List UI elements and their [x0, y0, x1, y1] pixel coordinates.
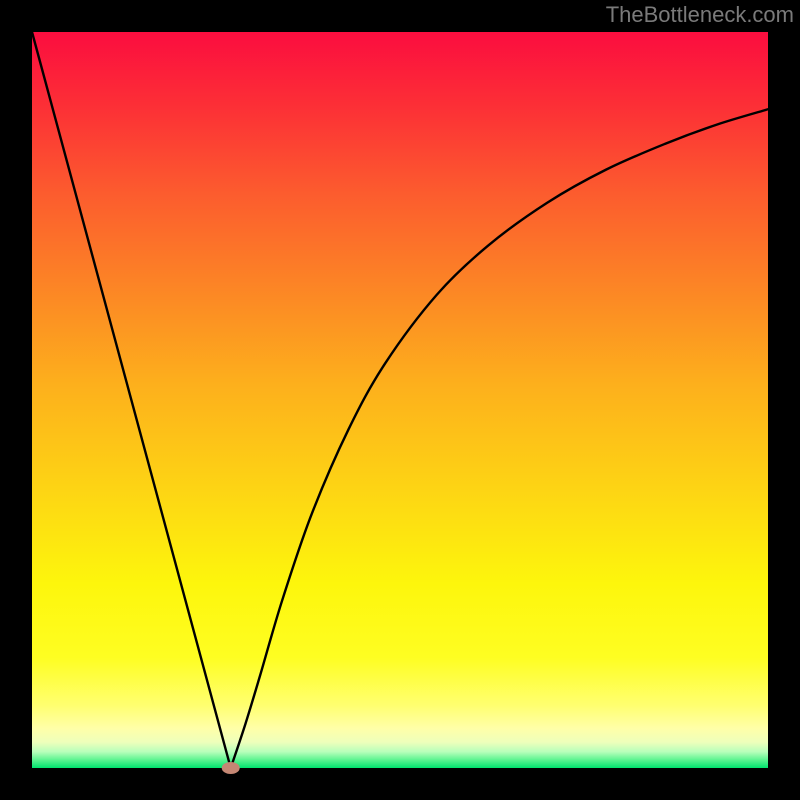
plot-background: [32, 32, 768, 768]
chart-svg: [0, 0, 800, 800]
optimal-marker: [222, 762, 240, 774]
bottleneck-chart: TheBottleneck.com: [0, 0, 800, 800]
watermark-text: TheBottleneck.com: [606, 2, 794, 28]
